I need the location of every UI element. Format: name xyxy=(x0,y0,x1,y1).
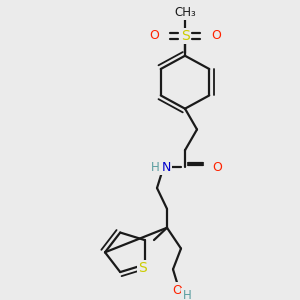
Text: O: O xyxy=(212,161,222,174)
Text: O: O xyxy=(211,29,221,42)
Text: S: S xyxy=(138,261,147,275)
Text: N: N xyxy=(161,161,171,174)
Text: H: H xyxy=(151,161,159,174)
Text: H: H xyxy=(183,289,191,300)
Text: O: O xyxy=(172,284,182,297)
Text: CH₃: CH₃ xyxy=(174,6,196,19)
Text: S: S xyxy=(181,29,189,43)
Text: O: O xyxy=(149,29,159,42)
